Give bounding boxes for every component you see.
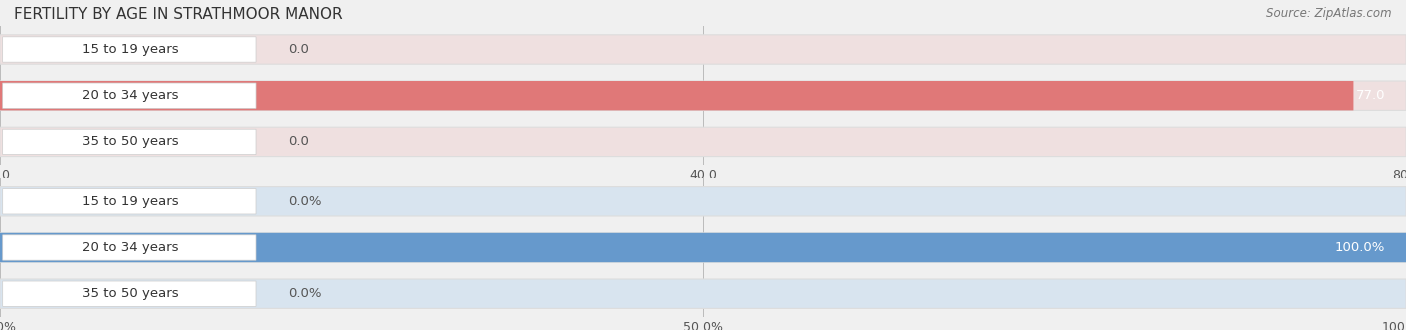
FancyBboxPatch shape: [0, 127, 1406, 157]
FancyBboxPatch shape: [3, 37, 256, 62]
Text: 35 to 50 years: 35 to 50 years: [82, 287, 179, 300]
Text: FERTILITY BY AGE IN STRATHMOOR MANOR: FERTILITY BY AGE IN STRATHMOOR MANOR: [14, 7, 343, 21]
Text: 20 to 34 years: 20 to 34 years: [82, 241, 179, 254]
Text: 0.0%: 0.0%: [288, 195, 322, 208]
Text: 0.0: 0.0: [288, 135, 309, 148]
Text: 0.0: 0.0: [288, 43, 309, 56]
FancyBboxPatch shape: [0, 233, 1406, 262]
Text: 15 to 19 years: 15 to 19 years: [82, 195, 179, 208]
Text: 20 to 34 years: 20 to 34 years: [82, 89, 179, 102]
Text: 100.0%: 100.0%: [1334, 241, 1385, 254]
FancyBboxPatch shape: [3, 189, 256, 214]
FancyBboxPatch shape: [0, 279, 1406, 309]
FancyBboxPatch shape: [0, 233, 1406, 262]
Text: 15 to 19 years: 15 to 19 years: [82, 43, 179, 56]
FancyBboxPatch shape: [0, 81, 1354, 111]
Text: 0.0%: 0.0%: [288, 287, 322, 300]
Text: 35 to 50 years: 35 to 50 years: [82, 135, 179, 148]
FancyBboxPatch shape: [0, 35, 1406, 64]
FancyBboxPatch shape: [0, 186, 1406, 216]
FancyBboxPatch shape: [3, 83, 256, 108]
FancyBboxPatch shape: [3, 235, 256, 260]
FancyBboxPatch shape: [3, 129, 256, 154]
Text: 77.0: 77.0: [1355, 89, 1385, 102]
Text: Source: ZipAtlas.com: Source: ZipAtlas.com: [1267, 7, 1392, 19]
FancyBboxPatch shape: [3, 281, 256, 306]
FancyBboxPatch shape: [0, 81, 1406, 111]
